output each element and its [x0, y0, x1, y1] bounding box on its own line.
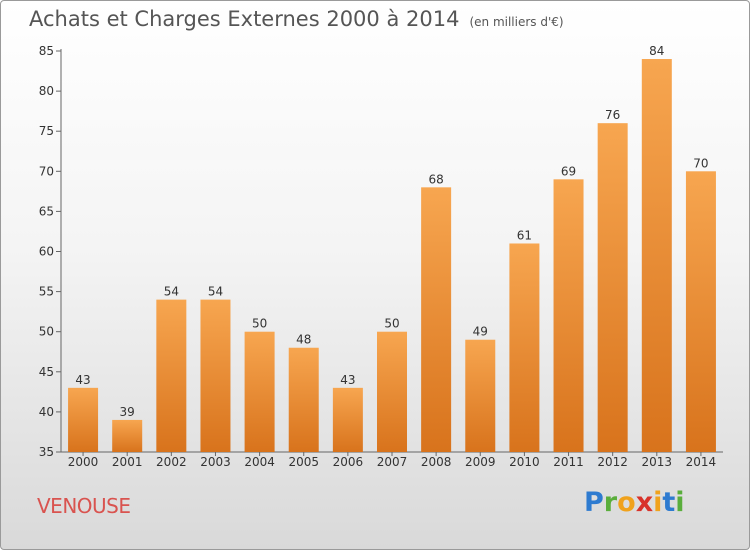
logo-letter-o: o [617, 487, 636, 518]
y-tick: 50 [39, 325, 61, 339]
x-tick-label: 2012 [597, 455, 628, 469]
bar-2014 [685, 171, 716, 453]
value-label: 69 [561, 164, 576, 178]
chart-axes: 35 40 45 50 55 60 65 70 75 80 85 2000 2001 2002 2003 20… [39, 44, 723, 469]
x-tick-label: 2010 [509, 455, 540, 469]
logo-letter-x: x [635, 487, 654, 518]
value-label: 54 [164, 285, 179, 299]
x-tick-label: 2008 [421, 455, 452, 469]
x-tick-label: 2007 [377, 455, 408, 469]
bar-2012 [597, 123, 628, 453]
logo-letter-p: P [584, 487, 604, 518]
y-tick: 35 [39, 445, 61, 459]
bar-2003 [200, 299, 231, 452]
x-tick-label: 2013 [642, 455, 673, 469]
logo-letter-r: r [603, 487, 618, 518]
logo-letter-t: t [662, 487, 676, 518]
y-tick-label: 55 [39, 285, 54, 299]
commune-name: VENOUSE [37, 494, 131, 518]
x-tick-label: 2014 [686, 455, 717, 469]
value-label: 43 [75, 373, 90, 387]
logo-letter-i2: i [675, 487, 685, 518]
value-label: 70 [693, 156, 708, 170]
bar-2005 [288, 347, 319, 452]
y-tick: 65 [39, 204, 61, 218]
y-tick: 40 [39, 405, 61, 419]
y-tick-label: 35 [39, 445, 54, 459]
x-tick-label: 2006 [333, 455, 364, 469]
value-label: 68 [428, 172, 443, 186]
value-label: 43 [340, 373, 355, 387]
bar-2011 [553, 179, 584, 452]
value-label: 61 [517, 228, 532, 242]
chart-bars: 43 39 54 54 50 48 43 50 68 49 61 69 76 84 70 [68, 44, 716, 453]
x-tick-label: 2003 [200, 455, 231, 469]
x-tick-label: 2011 [553, 455, 584, 469]
chart-title-text: Achats et Charges Externes 2000 à 2014 [29, 7, 460, 31]
chart-title: Achats et Charges Externes 2000 à 2014 (e… [29, 7, 564, 31]
x-tick-label: 2009 [465, 455, 496, 469]
y-tick: 80 [39, 84, 61, 98]
y-tick-label: 80 [39, 84, 54, 98]
y-tick-label: 75 [39, 124, 54, 138]
x-tick-label: 2002 [156, 455, 187, 469]
y-tick: 60 [39, 245, 61, 259]
y-tick-label: 40 [39, 405, 54, 419]
value-label: 49 [473, 325, 488, 339]
y-tick: 70 [39, 164, 61, 178]
bar-2013 [641, 59, 672, 453]
y-tick-label: 70 [39, 164, 54, 178]
value-label: 48 [296, 333, 311, 347]
bar-2000 [68, 387, 99, 452]
x-tick-label: 2004 [244, 455, 275, 469]
value-label: 84 [649, 44, 664, 58]
x-tick-label: 2001 [112, 455, 143, 469]
y-tick: 75 [39, 124, 61, 138]
y-tick-label: 85 [39, 44, 54, 58]
y-tick-label: 60 [39, 245, 54, 259]
y-tick: 45 [39, 365, 61, 379]
value-label: 76 [605, 108, 620, 122]
value-label: 54 [208, 285, 223, 299]
x-tick-label: 2005 [288, 455, 319, 469]
bar-2004 [244, 331, 275, 452]
logo-letter-i: i [653, 487, 663, 518]
y-tick: 55 [39, 285, 61, 299]
y-tick-label: 65 [39, 204, 54, 218]
value-label: 50 [252, 317, 267, 331]
bar-2009 [465, 339, 496, 452]
chart-unit: (en milliers d'€) [469, 15, 564, 29]
y-tick-label: 45 [39, 365, 54, 379]
y-tick-label: 50 [39, 325, 54, 339]
bar-2010 [509, 243, 540, 452]
value-label: 50 [384, 317, 399, 331]
proxiti-logo[interactable]: Proxiti [584, 487, 685, 518]
bar-2007 [377, 331, 407, 452]
bar-2001 [112, 419, 143, 452]
value-label: 39 [120, 405, 135, 419]
y-tick: 85 [39, 44, 61, 58]
bar-2008 [421, 187, 452, 452]
bar-2002 [156, 299, 187, 452]
x-tick-label: 2000 [68, 455, 99, 469]
bar-2006 [332, 387, 363, 452]
